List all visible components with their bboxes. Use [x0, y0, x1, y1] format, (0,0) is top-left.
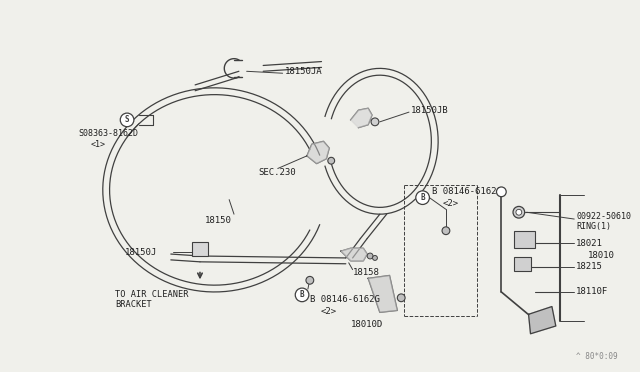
Text: 18150JA: 18150JA	[285, 67, 322, 76]
Circle shape	[367, 253, 373, 259]
Text: 18150: 18150	[205, 217, 232, 225]
Polygon shape	[368, 275, 397, 312]
Circle shape	[372, 256, 378, 260]
Text: <2>: <2>	[443, 199, 459, 208]
Text: TO AIR CLEANER: TO AIR CLEANER	[115, 291, 189, 299]
Text: <1>: <1>	[91, 140, 106, 149]
Bar	[514, 257, 531, 270]
Text: 18158: 18158	[353, 268, 380, 277]
Text: 18010: 18010	[588, 251, 615, 260]
Text: <2>: <2>	[321, 307, 337, 316]
Circle shape	[416, 191, 429, 205]
Polygon shape	[529, 307, 556, 334]
Circle shape	[371, 118, 379, 126]
Text: B: B	[300, 291, 305, 299]
Polygon shape	[351, 108, 372, 128]
Polygon shape	[307, 141, 329, 164]
Text: ^ 80*0:09: ^ 80*0:09	[577, 352, 618, 361]
Polygon shape	[341, 248, 367, 261]
Text: B: B	[420, 193, 425, 202]
Text: 18150J: 18150J	[125, 248, 157, 257]
Bar	[514, 231, 536, 248]
Circle shape	[442, 227, 450, 235]
Text: SEC.230: SEC.230	[259, 168, 296, 177]
Text: 18010D: 18010D	[351, 320, 383, 328]
Text: B 08146-6162G: B 08146-6162G	[433, 187, 502, 196]
Circle shape	[513, 206, 525, 218]
Bar	[192, 243, 208, 256]
Text: BRACKET: BRACKET	[115, 300, 152, 309]
Circle shape	[397, 294, 405, 302]
Text: S08363-8162D: S08363-8162D	[79, 129, 138, 138]
Text: B 08146-6162G: B 08146-6162G	[310, 295, 380, 304]
Text: 18215: 18215	[576, 262, 603, 271]
Circle shape	[328, 157, 335, 164]
Text: RING(1): RING(1)	[576, 222, 611, 231]
Text: 18150JB: 18150JB	[411, 106, 449, 115]
Text: 18110F: 18110F	[576, 288, 609, 296]
Text: 00922-50610: 00922-50610	[576, 212, 631, 221]
Text: 18021: 18021	[576, 239, 603, 248]
Circle shape	[516, 209, 522, 215]
Circle shape	[295, 288, 309, 302]
Circle shape	[120, 113, 134, 127]
Text: S: S	[125, 115, 129, 124]
Circle shape	[497, 187, 506, 197]
Circle shape	[306, 276, 314, 284]
